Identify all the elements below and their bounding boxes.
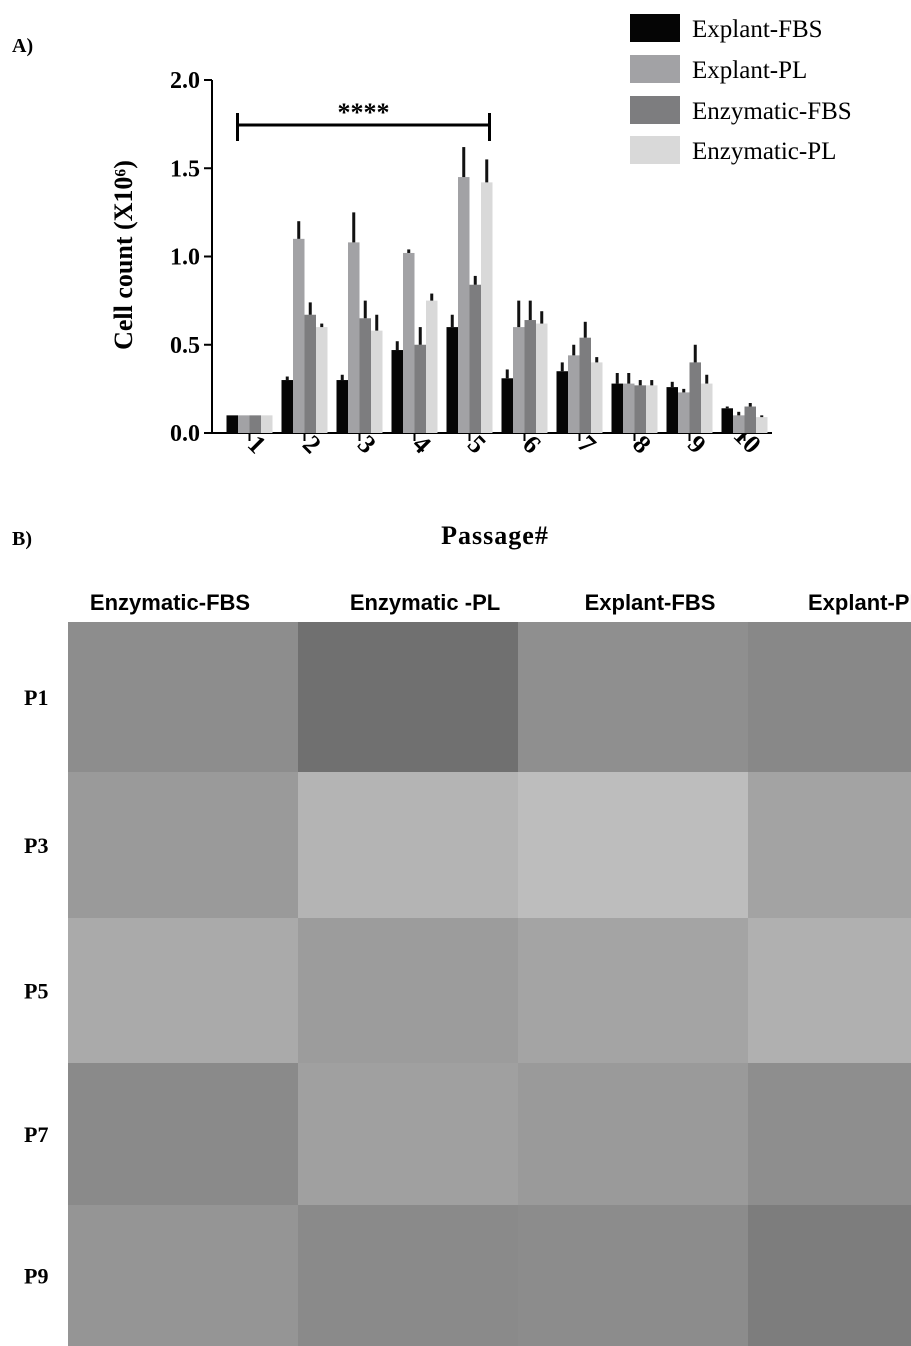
panel-label: B) <box>12 528 32 550</box>
micrograph <box>68 1063 298 1205</box>
bar <box>469 284 481 433</box>
bar <box>666 387 678 433</box>
bar <box>611 383 623 433</box>
bar <box>336 380 348 433</box>
legend-swatch <box>630 14 680 42</box>
micrograph <box>518 918 748 1063</box>
row-label: P5 <box>24 979 48 1004</box>
legend-swatch <box>630 136 680 164</box>
micrograph <box>748 622 911 772</box>
bar <box>579 337 591 433</box>
micrograph <box>748 1063 911 1205</box>
bar <box>293 238 305 433</box>
bar <box>744 406 756 433</box>
row-label: P9 <box>24 1264 48 1289</box>
bar <box>414 344 426 433</box>
bar <box>446 327 458 433</box>
y-tick-label: 1.5 <box>170 156 200 182</box>
bar <box>391 350 403 433</box>
bar <box>238 415 250 433</box>
micrograph <box>298 622 518 772</box>
row-label: P7 <box>24 1122 48 1147</box>
micrograph <box>298 1063 518 1205</box>
bar <box>316 327 328 433</box>
bar <box>249 415 261 433</box>
micrograph-grid: Enzymatic-FBS Enzymatic -PL Explant-FBS Exp… <box>24 590 911 1346</box>
micrograph <box>748 918 911 1063</box>
legend-label: Enzymatic-PL <box>692 138 836 165</box>
micrograph <box>298 772 518 918</box>
bar <box>426 300 438 433</box>
bar <box>458 177 470 433</box>
column-header: Explant-FBS <box>585 590 716 615</box>
micrograph <box>518 1205 748 1346</box>
micrograph <box>518 772 748 918</box>
y-tick-label: 2.0 <box>170 68 200 94</box>
plot: 0.00.51.01.52.01 2 3 4 5 6 7 8 9 10****Explant-FB… <box>170 14 852 459</box>
bar <box>261 415 273 433</box>
micrograph <box>68 918 298 1063</box>
legend-label: Explant-FBS <box>692 16 823 43</box>
row-label: P3 <box>24 833 48 858</box>
y-tick-label: 0.0 <box>170 421 200 447</box>
row-label: P1 <box>24 685 48 710</box>
bar <box>403 252 415 433</box>
bar <box>524 320 536 433</box>
micrograph <box>748 772 911 918</box>
micrograph <box>68 1205 298 1346</box>
panel-label: A) <box>12 35 33 57</box>
x-axis-label: Passage# <box>441 521 549 550</box>
micrograph <box>518 622 748 772</box>
y-tick-label: 0.5 <box>170 333 200 359</box>
significance-label: **** <box>338 98 390 127</box>
bar <box>591 362 603 433</box>
bar <box>568 355 580 433</box>
bar <box>701 383 713 433</box>
bar <box>481 182 493 433</box>
micrograph <box>298 918 518 1063</box>
bar <box>348 242 360 433</box>
y-axis-label: Cell count (X10⁶) <box>109 160 138 350</box>
bar <box>634 385 646 433</box>
bar <box>281 380 293 433</box>
bar <box>646 385 658 433</box>
bar <box>513 327 525 433</box>
column-header: Explant-PL <box>808 590 911 615</box>
column-header: Enzymatic -PL <box>350 590 500 615</box>
bar <box>733 415 745 433</box>
bar <box>721 408 733 433</box>
micrograph <box>518 1063 748 1205</box>
micrograph <box>298 1205 518 1346</box>
bar <box>359 318 371 433</box>
bar <box>536 323 548 433</box>
bar <box>623 383 635 433</box>
legend-label: Explant-PL <box>692 57 807 84</box>
bar <box>756 417 768 433</box>
bar <box>226 415 238 433</box>
micrograph <box>68 772 298 918</box>
legend-swatch <box>630 55 680 83</box>
bar <box>304 314 316 433</box>
micrograph <box>748 1205 911 1346</box>
y-tick-label: 1.0 <box>170 245 200 271</box>
bar <box>678 392 690 433</box>
column-header: Enzymatic-FBS <box>90 590 250 615</box>
bar <box>556 371 568 433</box>
bar <box>371 330 383 433</box>
legend-swatch <box>630 96 680 124</box>
legend-label: Enzymatic-FBS <box>692 98 852 125</box>
micrograph <box>68 622 298 772</box>
bar <box>689 362 701 433</box>
bar <box>501 378 513 433</box>
